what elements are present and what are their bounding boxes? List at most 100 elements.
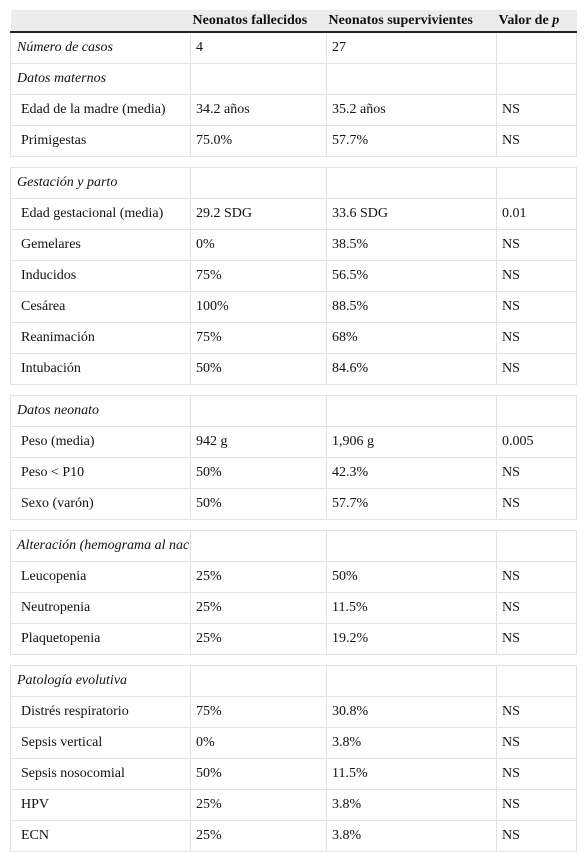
cell: Sepsis nosocomial [10, 758, 191, 790]
cell: 88.5% [326, 291, 497, 323]
row: ECN 25% 3.8% NS [10, 820, 577, 852]
row: Sexo (varón) 50% 57.7% NS [10, 488, 577, 520]
cell: NS [496, 457, 577, 489]
section-title: Datos neonato [17, 403, 100, 418]
cell [326, 63, 497, 95]
cell [326, 530, 497, 562]
cell [190, 530, 327, 562]
cell: 50% [326, 561, 497, 593]
cell: 75% [190, 696, 327, 728]
cell: Neutropenia [10, 592, 191, 624]
data-table: Neonatos fallecidos Neonatos supervivien… [10, 10, 577, 852]
section-row: Datos neonato [10, 395, 577, 427]
row: Intubación 50% 84.6% NS [10, 353, 577, 385]
cell: 38.5% [326, 229, 497, 261]
row: Primigestas 75.0% 57.7% NS [10, 125, 577, 157]
cell: NS [496, 229, 577, 261]
cell: NS [496, 820, 577, 852]
cell: Leucopenia [10, 561, 191, 593]
cell: ECN [10, 820, 191, 852]
cell: NS [496, 789, 577, 821]
cell: Gemelares [10, 229, 191, 261]
section-row: Gestación y parto [10, 167, 577, 199]
cell: NS [496, 488, 577, 520]
section-cell: Patología evolutiva [10, 665, 191, 697]
cell: 25% [190, 561, 327, 593]
header-variable: p [552, 12, 560, 28]
row: Gemelares 0% 38.5% NS [10, 229, 577, 261]
header-text: Valor de [498, 12, 549, 28]
cell: 11.5% [326, 592, 497, 624]
cell: 30.8% [326, 696, 497, 728]
row: Peso < P10 50% 42.3% NS [10, 457, 577, 489]
cell [496, 167, 577, 199]
section-title: Alteración (hemograma al nacimiento) [17, 538, 190, 553]
section-row: Datos maternos [10, 63, 577, 95]
cell: 50% [190, 758, 327, 790]
cell: Distrés respiratorio [10, 696, 191, 728]
section-row: Patología evolutiva [10, 665, 577, 697]
cell [326, 395, 497, 427]
cell: 42.3% [326, 457, 497, 489]
cell: 68% [326, 322, 497, 354]
cell [326, 167, 497, 199]
cell: 0.005 [496, 426, 577, 458]
cell [496, 395, 577, 427]
cell: NS [496, 727, 577, 759]
cell: 50% [190, 457, 327, 489]
row: Peso (media) 942 g 1,906 g 0.005 [10, 426, 577, 458]
cell: 33.6 SDG [326, 198, 497, 230]
cell: Cesárea [10, 291, 191, 323]
cell: 0% [190, 229, 327, 261]
cell: 4 [190, 31, 327, 64]
row: Inducidos 75% 56.5% NS [10, 260, 577, 292]
cell: 75% [190, 260, 327, 292]
cell: 25% [190, 789, 327, 821]
row: Reanimación 75% 68% NS [10, 322, 577, 354]
cell: NS [496, 260, 577, 292]
cell: 50% [190, 353, 327, 385]
cell: NS [496, 322, 577, 354]
row: Número de casos 4 27 [10, 31, 577, 64]
cell [190, 665, 327, 697]
section-title: Patología evolutiva [17, 673, 128, 688]
cell: Plaquetopenia [10, 623, 191, 655]
cell: 25% [190, 623, 327, 655]
cell: 0.01 [496, 198, 577, 230]
row: Plaquetopenia 25% 19.2% NS [10, 623, 577, 655]
cell: NS [496, 561, 577, 593]
cell: Primigestas [10, 125, 191, 157]
header-cell: Neonatos fallecidos [190, 10, 327, 33]
cell: 27 [326, 31, 497, 64]
cell: 35.2 años [326, 94, 497, 126]
cell [496, 665, 577, 697]
cell: NS [496, 592, 577, 624]
cell: 57.7% [326, 125, 497, 157]
cell: 100% [190, 291, 327, 323]
cell: 3.8% [326, 820, 497, 852]
cell: NS [496, 125, 577, 157]
row: Edad gestacional (media) 29.2 SDG 33.6 SDG… [10, 198, 577, 230]
cell [326, 665, 497, 697]
cell: 29.2 SDG [190, 198, 327, 230]
row: HPV 25% 3.8% NS [10, 789, 577, 821]
cell: HPV [10, 789, 191, 821]
cell: 3.8% [326, 789, 497, 821]
cell [496, 31, 577, 64]
cell: 56.5% [326, 260, 497, 292]
cell: 25% [190, 820, 327, 852]
cell [496, 63, 577, 95]
cell: Peso < P10 [10, 457, 191, 489]
row: Neutropenia 25% 11.5% NS [10, 592, 577, 624]
header-cell: Valor de p [496, 10, 577, 33]
cell: 75% [190, 322, 327, 354]
cell: Sepsis vertical [10, 727, 191, 759]
header-row: Neonatos fallecidos Neonatos supervivien… [10, 10, 577, 33]
row: Edad de la madre (media) 34.2 años 35.2 añ… [10, 94, 577, 126]
cell: 1,906 g [326, 426, 497, 458]
cell: Edad de la madre (media) [10, 94, 191, 126]
spacer-cell [10, 384, 577, 396]
section-row: Alteración (hemograma al nacimiento) [10, 530, 577, 562]
header-cell: Neonatos supervivientes [326, 10, 497, 33]
cell: NS [496, 696, 577, 728]
